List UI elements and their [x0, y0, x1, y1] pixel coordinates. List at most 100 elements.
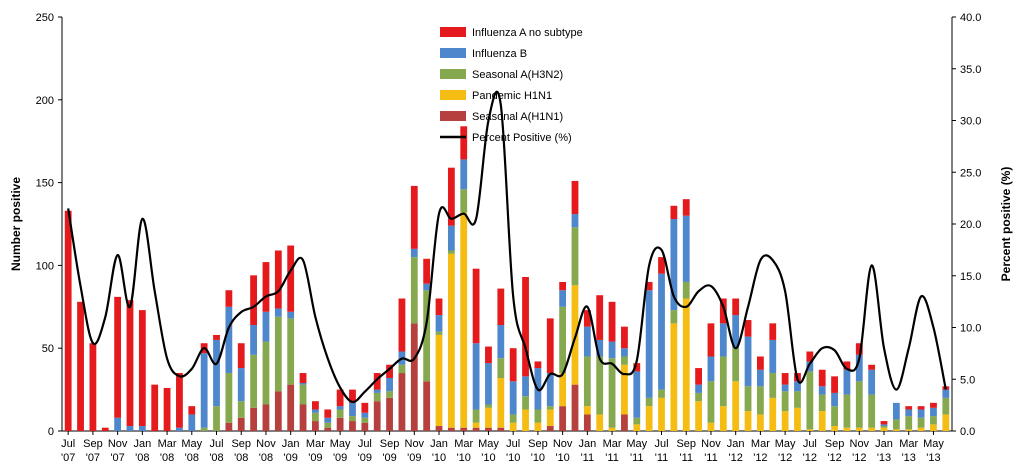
bar-segment	[695, 392, 702, 402]
bar-segment	[645, 281, 653, 291]
bar-segment	[336, 409, 344, 418]
bar-segment	[349, 421, 356, 431]
bar-segment	[287, 318, 295, 385]
x-tick-label-month: Mar	[751, 438, 770, 450]
bar-segment	[930, 424, 937, 431]
x-tick-label-month: Jul	[506, 438, 520, 450]
bar-segment	[312, 421, 319, 431]
x-tick-label-year: '11	[679, 452, 693, 464]
bar-segment	[608, 301, 616, 342]
y2-tick-label: 15.0	[960, 271, 981, 283]
bar-segment	[880, 426, 888, 428]
x-tick-label-year: '13	[902, 452, 916, 464]
y2-tick-label: 5.0	[960, 374, 975, 386]
x-tick-label-month: Sep	[676, 438, 696, 450]
bar-segment	[237, 401, 245, 418]
bar-segment	[744, 411, 752, 431]
percent-positive-line	[67, 90, 947, 404]
bar-segment	[336, 417, 344, 431]
bar-segment	[892, 402, 900, 420]
bar-segment	[843, 369, 851, 395]
x-tick-label-year: '11	[704, 452, 718, 464]
bar-segment	[831, 426, 838, 431]
bar-segment	[917, 417, 925, 428]
bar-segment	[559, 290, 567, 307]
legend-swatch	[440, 48, 466, 58]
x-tick-label-month: Sep	[825, 438, 845, 450]
bar-segment	[299, 382, 307, 385]
bar-segment	[583, 406, 591, 415]
bar-segment	[435, 298, 443, 316]
bar-segment	[633, 371, 641, 418]
bar-segment	[361, 402, 369, 413]
bar-segment	[435, 331, 443, 335]
bar-segment	[299, 404, 307, 431]
bar-segment	[658, 273, 665, 390]
x-tick-label-month: May	[626, 438, 647, 450]
bar-segment	[633, 424, 641, 431]
bar-segment	[719, 356, 727, 407]
bar-segment	[250, 354, 257, 408]
bar-segment	[497, 288, 505, 326]
bar-segment	[423, 290, 431, 382]
x-tick-label-month: May	[923, 438, 944, 450]
bar-segment	[831, 406, 838, 427]
bar-segment	[682, 215, 690, 282]
bar-segment	[719, 406, 727, 431]
bar-segment	[818, 369, 826, 387]
x-tick-label-year: '07	[86, 452, 100, 464]
bar-segment	[349, 389, 356, 403]
bar-segment	[324, 427, 332, 431]
bar-segment	[126, 426, 134, 431]
bar-segment	[917, 427, 925, 431]
x-tick-label-month: Mar	[158, 438, 177, 450]
bar-segment	[892, 419, 900, 430]
bar-segment	[534, 361, 542, 369]
bar-segment	[818, 386, 826, 395]
bar-segment	[794, 381, 801, 392]
bar-segment	[398, 298, 406, 352]
bar-segment	[386, 391, 393, 398]
bar-segment	[447, 225, 455, 251]
bar-segment	[806, 351, 814, 362]
bar-segment	[781, 373, 789, 385]
bar-segment	[868, 364, 876, 370]
bar-segment	[744, 320, 752, 337]
bar-segment	[942, 389, 950, 398]
bar-segment	[398, 364, 406, 374]
bar-segment	[386, 397, 393, 431]
x-tick-label-month: Nov	[108, 438, 128, 450]
bar-segment	[262, 262, 270, 312]
bar-segment	[571, 384, 579, 431]
bar-segment	[485, 404, 492, 408]
x-tick-label-year: '08	[234, 452, 248, 464]
bar-segment	[596, 356, 604, 415]
bar-segment	[658, 389, 665, 398]
bar-segment	[101, 427, 109, 431]
bar-segment	[806, 361, 814, 372]
x-tick-label-year: '12	[753, 452, 767, 464]
bar-segment	[942, 397, 950, 415]
bar-segment	[497, 325, 505, 359]
y-tick-label: 0	[48, 426, 54, 438]
bar-segment	[633, 417, 641, 425]
x-tick-label-year: '12	[803, 452, 817, 464]
bar-segment	[509, 414, 517, 423]
bar-segment	[596, 339, 604, 357]
bar-segment	[546, 318, 554, 374]
x-tick-label-year: '10	[481, 452, 495, 464]
x-tick-label-year: '12	[852, 452, 866, 464]
bar-segment	[213, 406, 220, 431]
bar-segment	[237, 343, 245, 369]
x-tick-label-month: May	[775, 438, 796, 450]
x-tick-label-month: Nov	[405, 438, 425, 450]
x-tick-label-month: Mar	[899, 438, 918, 450]
bar-segment	[695, 401, 702, 431]
x-tick-label-year: '11	[605, 452, 619, 464]
bar-segment	[447, 250, 455, 254]
y2-ticks: 0.0 5.0 10.0 15.0 20.0 25.0 30.0 35.0 40.0	[952, 12, 981, 438]
bar-segment	[559, 306, 567, 374]
x-tick-label-year: '08	[135, 452, 149, 464]
percent-line-group	[67, 90, 947, 404]
